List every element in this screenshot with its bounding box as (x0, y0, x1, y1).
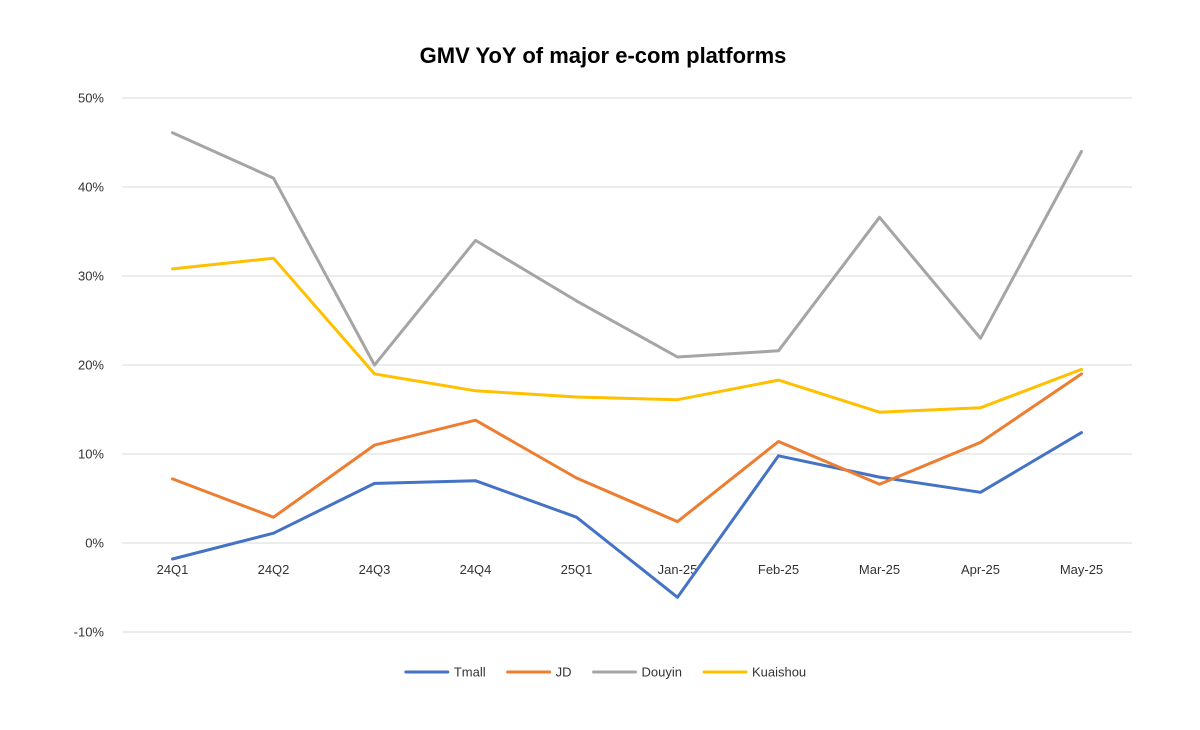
x-tick-label: Apr-25 (961, 562, 1000, 577)
y-tick-label: 50% (78, 91, 104, 106)
y-axis-ticks: -10% 0% 10% 20% 30% 40% 50% (74, 91, 105, 640)
legend-label: Douyin (641, 665, 681, 680)
x-tick-label: Jan-25 (658, 562, 698, 577)
legend-item-kuaishou: Kuaishou (702, 665, 806, 680)
legend-item-tmall: Tmall (404, 665, 486, 680)
y-tick-label: 10% (78, 447, 104, 462)
y-tick-label: 40% (78, 180, 104, 195)
series-line-kuaishou (171, 256, 1083, 414)
legend-item-douyin: Douyin (591, 665, 682, 680)
series-line-tmall (171, 431, 1083, 599)
y-tick-label: 20% (78, 358, 104, 373)
chart-title: GMV YoY of major e-com platforms (420, 43, 787, 68)
legend-item-jd: JD (506, 665, 572, 680)
x-tick-label: May-25 (1060, 562, 1103, 577)
x-tick-label: Feb-25 (758, 562, 799, 577)
legend-label: Kuaishou (752, 665, 806, 680)
x-tick-label: 24Q1 (157, 562, 189, 577)
x-tick-label: 25Q1 (561, 562, 593, 577)
y-tick-label: 0% (85, 536, 104, 551)
legend: Tmall JD Douyin Kuaishou (404, 665, 806, 680)
y-tick-label: 30% (78, 269, 104, 284)
legend-label: JD (556, 665, 572, 680)
x-tick-label: 24Q3 (359, 562, 391, 577)
x-tick-label: 24Q2 (258, 562, 290, 577)
legend-label: Tmall (454, 665, 486, 680)
y-tick-label: -10% (74, 625, 105, 640)
x-axis-ticks: 24Q1 24Q2 24Q3 24Q4 25Q1 Jan-25 Feb-25 Mar-25 Ap… (157, 562, 1104, 577)
x-tick-label: Mar-25 (859, 562, 900, 577)
x-tick-label: 24Q4 (460, 562, 492, 577)
series-line-jd (171, 372, 1083, 524)
series-line-douyin (171, 131, 1083, 367)
series-lines (171, 131, 1083, 599)
